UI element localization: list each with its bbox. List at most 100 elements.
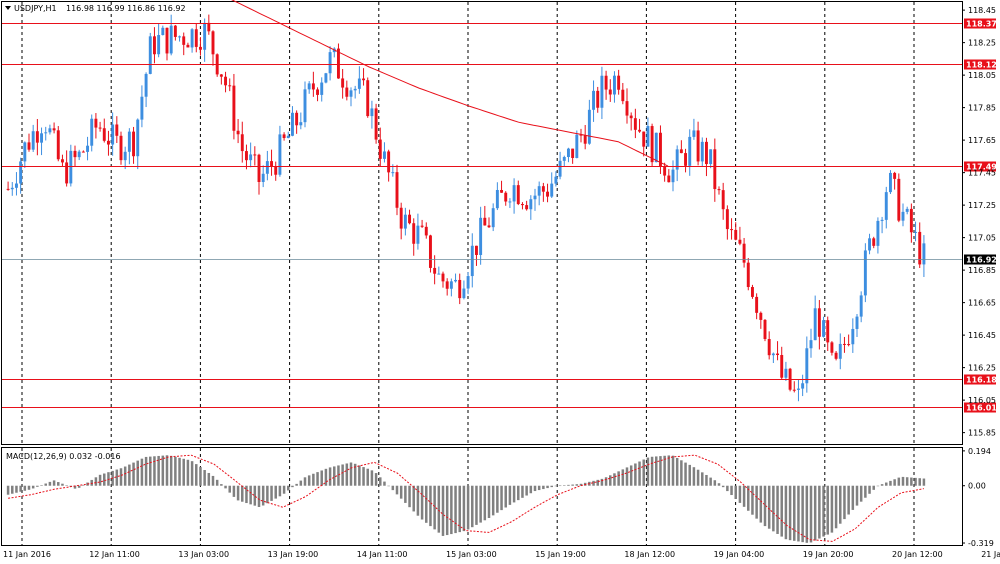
candle [106, 130, 110, 156]
macd-bar [320, 470, 323, 486]
macd-bar [312, 473, 315, 486]
macd-bar [153, 456, 156, 486]
candle [750, 284, 754, 299]
macd-bar [684, 462, 687, 486]
candle [700, 137, 704, 167]
macd-label: MACD(12,26,9) 0.032 -0.016 [6, 452, 121, 461]
macd-bar [328, 467, 332, 486]
candle [48, 124, 52, 135]
macd-bar [169, 455, 173, 486]
signal-line [8, 454, 924, 542]
macd-bar [625, 467, 629, 486]
macd-bar [667, 455, 671, 486]
macd-bar [441, 485, 445, 536]
candle [253, 146, 257, 166]
macd-bar [374, 473, 378, 486]
macd-bar [521, 485, 524, 498]
time-tick-label: 13 Jan 03:00 [178, 550, 229, 559]
candle [215, 53, 219, 77]
macd-bar [11, 485, 14, 494]
candle [370, 100, 374, 129]
candle [52, 122, 56, 134]
level-line[interactable]: 118.37 [2, 18, 997, 29]
candle [813, 295, 817, 341]
macd-bar [324, 468, 328, 486]
macd-bar [801, 485, 804, 543]
level-line[interactable]: 116.01 [2, 402, 997, 413]
macd-bar [199, 467, 202, 486]
macd-bar [387, 485, 390, 487]
candle [767, 331, 771, 360]
candle [349, 87, 353, 107]
candle [98, 121, 102, 132]
candle [73, 145, 77, 168]
level-line[interactable]: 117.49 [2, 161, 997, 172]
dropdown-triangle-icon[interactable] [5, 6, 11, 10]
macd-bar [31, 485, 35, 489]
candle [654, 132, 658, 163]
macd-bar [366, 468, 369, 486]
candle [428, 234, 432, 273]
macd-bar [261, 485, 265, 506]
macd-bar [391, 485, 395, 491]
macd-bar [793, 485, 796, 541]
current-price-label: 116.92 [966, 256, 997, 265]
macd-bar [15, 485, 18, 493]
macd-bar [211, 475, 215, 486]
macd-bar [847, 485, 850, 515]
level-line[interactable]: 116.18 [2, 374, 997, 385]
candle [357, 66, 361, 94]
candle [621, 82, 625, 105]
candle [905, 206, 909, 215]
candle [859, 291, 863, 323]
price-tick-label: 116.05 [968, 396, 996, 405]
macd-bar [249, 485, 252, 505]
candle [140, 85, 144, 128]
macd-bar [734, 485, 737, 499]
candle [86, 136, 90, 161]
candle [207, 14, 211, 35]
candle [721, 182, 725, 220]
candle [14, 172, 18, 196]
candle [495, 182, 499, 211]
candle [897, 173, 901, 223]
candle [324, 72, 328, 84]
macd-bar [412, 485, 415, 512]
macd-bar [395, 485, 399, 495]
macd-bar [604, 477, 608, 486]
candle [341, 68, 345, 99]
horizontal-levels[interactable]: 118.37 118.12 117.49 116.18 116.01 [2, 18, 997, 413]
candle [562, 155, 566, 167]
candle [328, 46, 332, 81]
macd-bar [642, 459, 645, 486]
time-tick-label: 19 Jan 04:00 [714, 550, 765, 559]
candle [692, 118, 696, 140]
macd-bar [496, 485, 499, 513]
candle [650, 123, 654, 166]
macd-bar [195, 464, 198, 486]
macd-bar [416, 485, 420, 516]
candle [282, 132, 286, 141]
price-tick-label: 117.45 [968, 169, 996, 178]
candle [608, 79, 612, 102]
macd-bar [542, 485, 545, 490]
symbol-label: USDJPY,H1 [14, 4, 57, 13]
macd-bar [550, 485, 553, 488]
macd-bar [48, 481, 52, 486]
macd-bar [512, 485, 516, 503]
candle [203, 18, 207, 62]
price-tick-label: 116.65 [968, 299, 996, 308]
moving-average [231, 0, 669, 167]
level-line[interactable]: 118.12 [2, 59, 997, 70]
candle [541, 182, 545, 202]
time-tick-label: 19 Jan 20:00 [803, 550, 854, 559]
macd-bar [868, 485, 871, 494]
candle [571, 148, 575, 164]
candle [186, 42, 190, 48]
candle [274, 161, 278, 181]
macd-bar [161, 455, 165, 486]
time-tick-label: 15 Jan 03:00 [446, 550, 497, 559]
macd-bar [299, 480, 303, 486]
candle [746, 257, 750, 291]
